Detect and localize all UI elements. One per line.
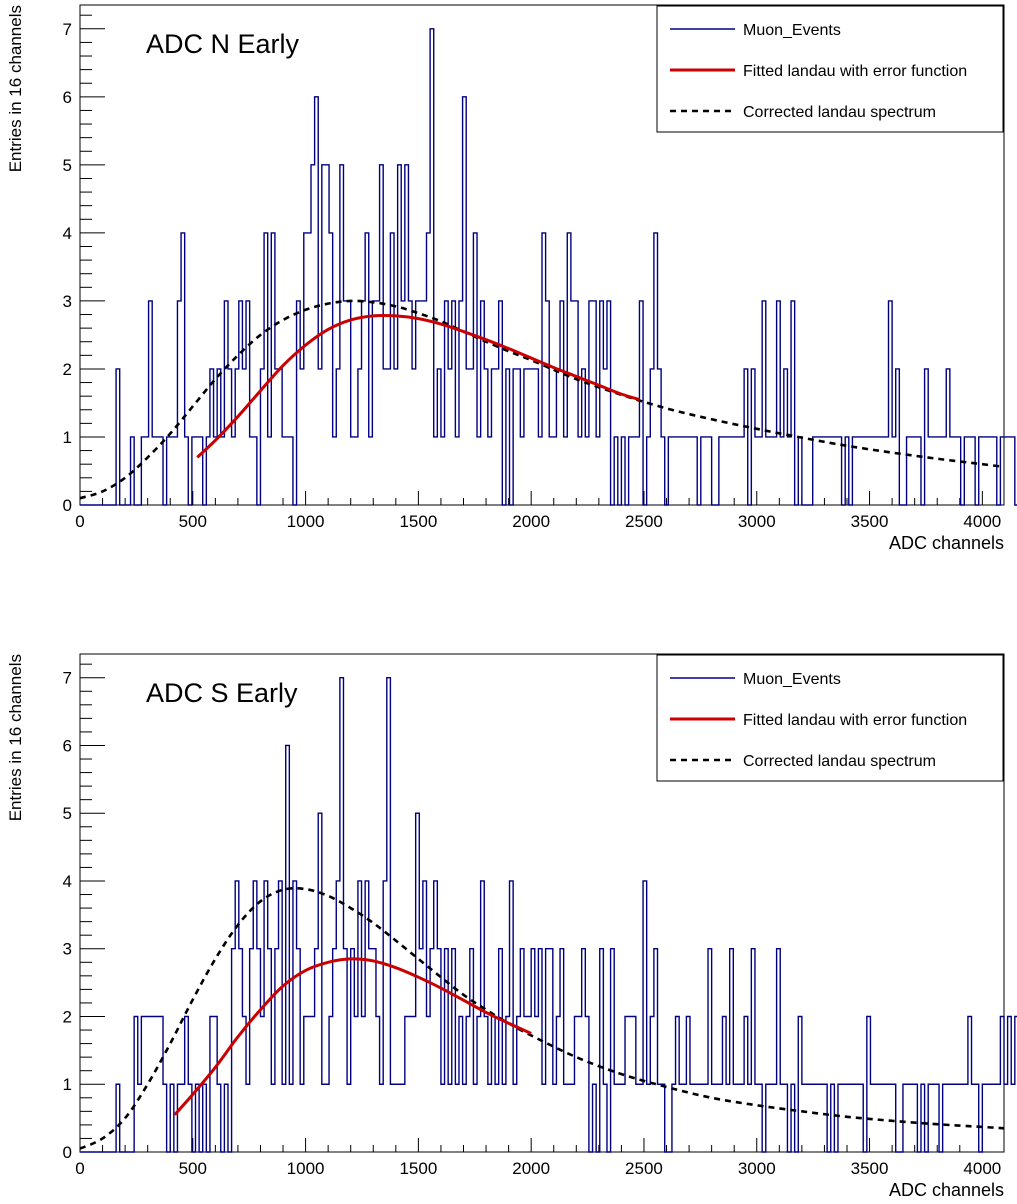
y-tick-label: 3: [63, 940, 72, 959]
tick-layer: 0 500 1000 1500 2000 2500 3000 3500 4000 0 1 2 3 4 5 6 7: [63, 663, 1001, 1178]
x-tick-label: 0: [75, 1159, 84, 1178]
muon-events-histogram: [80, 677, 1017, 1153]
y-tick-label: 0: [63, 1143, 72, 1162]
y-tick-label: 6: [63, 736, 72, 755]
fitted-landau-curve: [196, 313, 640, 459]
muon-events-histogram: [80, 28, 1017, 506]
x-axis-label: ADC channels: [889, 533, 1004, 553]
top-histogram-panel: 0 500 1000 1500 2000 2500 3000 3500 4000 0 1 2 3 4 5 6 7…: [6, 4, 1017, 553]
y-tick-label: 2: [63, 1007, 72, 1026]
y-tick-label: 4: [63, 224, 72, 243]
y-tick-label: 3: [63, 292, 72, 311]
x-tick-label: 0: [75, 512, 84, 531]
legend: Muon_Events Fitted landau with error fun…: [656, 654, 1004, 782]
x-tick-label: 4000: [963, 1159, 1001, 1178]
y-tick-label: 7: [63, 669, 72, 688]
y-axis-label: Entries in 16 channels: [6, 654, 25, 821]
x-tick-label: 1500: [399, 1159, 437, 1178]
x-tick-label: 4000: [963, 512, 1001, 531]
y-tick-label: 4: [63, 872, 72, 891]
y-tick-label: 0: [63, 496, 72, 515]
x-axis-label: ADC channels: [889, 1180, 1004, 1200]
legend-entry-fit: Fitted landau with error function: [743, 712, 967, 729]
y-tick-label: 7: [63, 20, 72, 39]
x-tick-label: 500: [179, 512, 207, 531]
chart-title: ADC N Early: [146, 29, 300, 59]
y-tick-label: 2: [63, 360, 72, 379]
legend-entry-corrected: Corrected landau spectrum: [743, 753, 936, 770]
fitted-landau-curve: [173, 957, 532, 1116]
x-tick-label: 1000: [287, 1159, 325, 1178]
y-tick-label: 6: [63, 88, 72, 107]
x-tick-label: 2000: [512, 512, 550, 531]
y-tick-label: 5: [63, 156, 72, 175]
data-layer: [79, 677, 1017, 1153]
data-layer: [79, 28, 1017, 506]
y-tick-label: 5: [63, 804, 72, 823]
legend-entry-fit: Fitted landau with error function: [743, 63, 967, 80]
x-tick-label: 2000: [512, 1159, 550, 1178]
plot-frame: [79, 653, 1005, 1153]
x-tick-label: 500: [179, 1159, 207, 1178]
legend-entry-corrected: Corrected landau spectrum: [743, 104, 936, 121]
x-tick-label: 3000: [738, 1159, 776, 1178]
y-tick-label: 1: [63, 428, 72, 447]
tick-layer: 0 500 1000 1500 2000 2500 3000 3500 4000 0 1 2 3 4 5 6 7: [63, 14, 1001, 531]
x-tick-label: 2500: [625, 1159, 663, 1178]
corrected-landau-curve: [79, 299, 1005, 500]
x-tick-label: 3000: [738, 512, 776, 531]
corrected-landau-curve: [79, 887, 1005, 1150]
x-tick-label: 3500: [851, 512, 889, 531]
y-tick-label: 1: [63, 1075, 72, 1094]
x-tick-label: 2500: [625, 512, 663, 531]
bottom-histogram-panel: 0 500 1000 1500 2000 2500 3000 3500 4000 0 1 2 3 4 5 6 7…: [6, 653, 1017, 1200]
legend-entry-histogram: Muon_Events: [743, 671, 841, 688]
plot-frame: [79, 4, 1005, 506]
legend: Muon_Events Fitted landau with error fun…: [656, 5, 1004, 133]
x-tick-label: 3500: [851, 1159, 889, 1178]
x-tick-label: 1000: [287, 512, 325, 531]
chart-title: ADC S Early: [146, 678, 298, 708]
x-tick-label: 1500: [399, 512, 437, 531]
y-axis-label: Entries in 16 channels: [6, 5, 25, 172]
legend-entry-histogram: Muon_Events: [743, 22, 841, 39]
